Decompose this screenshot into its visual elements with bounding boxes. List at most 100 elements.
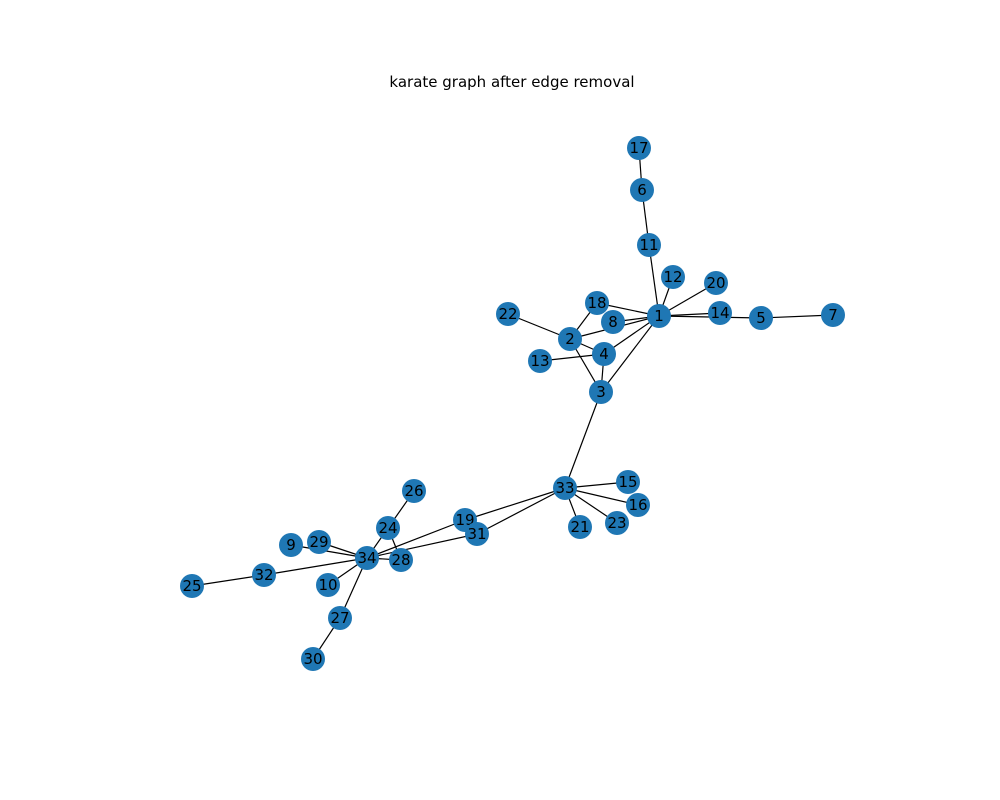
node-17: 17 <box>627 136 651 160</box>
node-30: 30 <box>301 647 325 671</box>
node-label: 4 <box>599 345 609 363</box>
node-5: 5 <box>749 306 773 330</box>
node-circle <box>252 563 276 587</box>
edge-19-33 <box>464 487 566 521</box>
node-label: 30 <box>303 650 322 668</box>
node-label: 15 <box>618 473 637 491</box>
node-circle <box>601 310 625 334</box>
node-label: 34 <box>357 549 376 567</box>
edge-5-7 <box>760 314 834 319</box>
edge-25-32 <box>191 574 265 587</box>
node-circle <box>376 516 400 540</box>
node-circle <box>465 522 489 546</box>
node-label: 24 <box>378 519 397 537</box>
node-label: 10 <box>318 576 337 594</box>
node-circle <box>708 301 732 325</box>
figure-title: karate graph after edge removal <box>389 73 634 91</box>
node-circle <box>821 303 845 327</box>
node-label: 8 <box>608 313 618 331</box>
node-3: 3 <box>589 380 613 404</box>
node-circle <box>585 291 609 315</box>
node-label: 7 <box>828 306 838 324</box>
node-label: 5 <box>756 309 766 327</box>
node-label: 13 <box>530 352 549 370</box>
node-27: 27 <box>328 606 352 630</box>
edge-1-3 <box>600 315 660 393</box>
edge-32-34 <box>263 557 368 576</box>
node-circle <box>402 479 426 503</box>
node-15: 15 <box>616 470 640 494</box>
node-circle <box>307 530 331 554</box>
node-circle <box>553 476 577 500</box>
node-32: 32 <box>252 563 276 587</box>
node-label: 14 <box>710 304 729 322</box>
node-circle <box>749 306 773 330</box>
node-10: 10 <box>316 573 340 597</box>
node-circle <box>328 606 352 630</box>
node-circle <box>616 470 640 494</box>
node-7: 7 <box>821 303 845 327</box>
node-circle <box>316 573 340 597</box>
node-circle <box>180 574 204 598</box>
node-20: 20 <box>704 271 728 295</box>
node-label: 29 <box>309 533 328 551</box>
node-label: 31 <box>467 525 486 543</box>
node-2: 2 <box>558 327 582 351</box>
node-8: 8 <box>601 310 625 334</box>
node-33: 33 <box>553 476 577 500</box>
node-circle <box>301 647 325 671</box>
edge-layer <box>191 147 834 660</box>
node-label: 25 <box>182 577 201 595</box>
edge-3-33 <box>564 391 602 489</box>
node-circle <box>630 178 654 202</box>
node-label: 23 <box>607 514 626 532</box>
node-26: 26 <box>402 479 426 503</box>
node-23: 23 <box>605 511 629 535</box>
node-14: 14 <box>708 301 732 325</box>
node-label: 33 <box>555 479 574 497</box>
node-4: 4 <box>592 342 616 366</box>
node-label: 27 <box>330 609 349 627</box>
node-circle <box>496 302 520 326</box>
node-circle <box>605 511 629 535</box>
node-label: 26 <box>404 482 423 500</box>
edge-16-33 <box>564 487 639 506</box>
node-18: 18 <box>585 291 609 315</box>
node-21: 21 <box>568 515 592 539</box>
node-6: 6 <box>630 178 654 202</box>
node-label: 12 <box>663 268 682 286</box>
node-circle <box>637 233 661 257</box>
node-9: 9 <box>279 533 303 557</box>
node-layer: 1234567891011121314151617181920212223242… <box>180 136 845 671</box>
node-11: 11 <box>637 233 661 257</box>
node-16: 16 <box>626 493 650 517</box>
node-circle <box>528 349 552 373</box>
node-circle <box>626 493 650 517</box>
node-label: 1 <box>654 307 664 325</box>
node-label: 28 <box>391 551 410 569</box>
node-34: 34 <box>355 546 379 570</box>
node-label: 18 <box>587 294 606 312</box>
node-28: 28 <box>389 548 413 572</box>
node-1: 1 <box>647 304 671 328</box>
node-label: 3 <box>596 383 606 401</box>
node-circle <box>592 342 616 366</box>
node-label: 20 <box>706 274 725 292</box>
node-circle <box>568 515 592 539</box>
node-label: 6 <box>637 181 647 199</box>
node-label: 2 <box>565 330 575 348</box>
node-circle <box>279 533 303 557</box>
node-circle <box>627 136 651 160</box>
node-circle <box>355 546 379 570</box>
node-circle <box>389 548 413 572</box>
node-label: 9 <box>286 536 296 554</box>
node-29: 29 <box>307 530 331 554</box>
edge-31-33 <box>476 487 566 535</box>
node-13: 13 <box>528 349 552 373</box>
node-label: 16 <box>628 496 647 514</box>
node-circle <box>558 327 582 351</box>
node-circle <box>647 304 671 328</box>
node-label: 22 <box>498 305 517 323</box>
node-circle <box>589 380 613 404</box>
